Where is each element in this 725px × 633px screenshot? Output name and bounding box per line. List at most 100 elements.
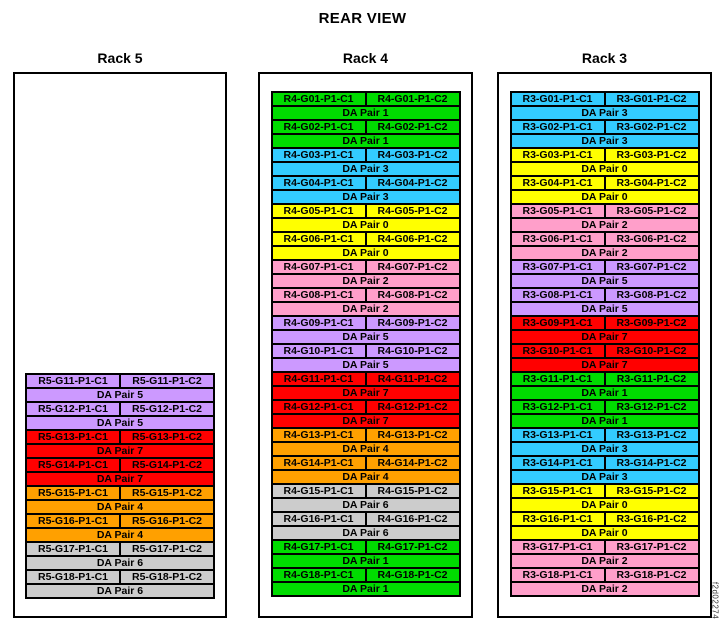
da-group: R3-G02-P1-C1 R3-G02-P1-C2 DA Pair 3 (509, 119, 700, 149)
port-cell-c1: R3-G14-P1-C1 (522, 457, 593, 469)
port-cells-row: R3-G17-P1-C1 R3-G17-P1-C2 (511, 541, 698, 555)
port-cell-c2: R3-G02-P1-C2 (603, 121, 698, 133)
port-cells-row: R4-G10-P1-C1 R4-G10-P1-C2 (272, 345, 459, 359)
port-cell-c1: R3-G09-P1-C1 (522, 317, 593, 329)
da-group: R4-G10-P1-C1 R4-G10-P1-C2 DA Pair 5 (270, 343, 461, 373)
da-group: R4-G02-P1-C1 R4-G02-P1-C2 DA Pair 1 (270, 119, 461, 149)
port-cells-row: R5-G13-P1-C1 R5-G13-P1-C2 (27, 431, 213, 445)
port-cell-c1: R5-G13-P1-C1 (37, 431, 109, 443)
port-cells-row: R3-G07-P1-C1 R3-G07-P1-C2 (511, 261, 698, 275)
da-group: R3-G12-P1-C1 R3-G12-P1-C2 DA Pair 1 (509, 399, 700, 429)
port-cells-row: R3-G08-P1-C1 R3-G08-P1-C2 (511, 289, 698, 303)
da-group: R3-G16-P1-C1 R3-G16-P1-C2 DA Pair 0 (509, 511, 700, 541)
port-cell-c2: R4-G07-P1-C2 (364, 261, 459, 273)
port-cell-c1: R4-G18-P1-C1 (283, 569, 354, 581)
da-pair-label: DA Pair 2 (581, 555, 628, 567)
port-cells-row: R4-G12-P1-C1 R4-G12-P1-C2 (272, 401, 459, 415)
port-cells-row: R4-G13-P1-C1 R4-G13-P1-C2 (272, 429, 459, 443)
port-cell-c1: R4-G12-P1-C1 (283, 401, 354, 413)
port-cells-row: R4-G05-P1-C1 R4-G05-P1-C2 (272, 205, 459, 219)
port-cells-row: R3-G02-P1-C1 R3-G02-P1-C2 (511, 121, 698, 135)
da-pair-label: DA Pair 0 (581, 191, 628, 203)
rack-4-box: R4-G01-P1-C1 R4-G01-P1-C2 DA Pair 1 R4-G02-… (258, 72, 473, 618)
port-cells-row: R4-G02-P1-C1 R4-G02-P1-C2 (272, 121, 459, 135)
port-cell-c2: R5-G18-P1-C2 (119, 571, 213, 583)
port-cell-c1: R4-G02-P1-C1 (283, 121, 354, 133)
da-group: R4-G03-P1-C1 R4-G03-P1-C2 DA Pair 3 (270, 147, 461, 177)
da-group: R5-G11-P1-C1 R5-G11-P1-C2 DA Pair 5 (25, 373, 215, 403)
port-cells-row: R3-G18-P1-C1 R3-G18-P1-C2 (511, 569, 698, 583)
da-group: R4-G09-P1-C1 R4-G09-P1-C2 DA Pair 5 (270, 315, 461, 345)
port-cells-row: R3-G04-P1-C1 R3-G04-P1-C2 (511, 177, 698, 191)
rack-5-column: Rack 5 R5-G11-P1-C1 R5-G11-P1-C2 DA Pair 5… (13, 50, 227, 618)
port-cell-c1: R3-G13-P1-C1 (522, 429, 593, 441)
da-pair-label: DA Pair 7 (96, 445, 144, 457)
rack-4-block-stack: R4-G01-P1-C1 R4-G01-P1-C2 DA Pair 1 R4-G02-… (270, 74, 461, 597)
da-group: R3-G11-P1-C1 R3-G11-P1-C2 DA Pair 1 (509, 371, 700, 401)
da-pair-label: DA Pair 0 (581, 499, 628, 511)
port-cell-c2: R4-G06-P1-C2 (364, 233, 459, 245)
rack-3-title: Rack 3 (581, 50, 628, 66)
da-pair-label: DA Pair 3 (581, 471, 628, 483)
port-cell-c1: R4-G13-P1-C1 (283, 429, 354, 441)
da-pair-label: DA Pair 0 (342, 219, 389, 231)
da-pair-label: DA Pair 4 (342, 471, 389, 483)
port-cell-c2: R4-G13-P1-C2 (364, 429, 459, 441)
port-cell-c1: R4-G07-P1-C1 (283, 261, 354, 273)
da-group: R5-G14-P1-C1 R5-G14-P1-C2 DA Pair 7 (25, 457, 215, 487)
port-cells-row: R3-G06-P1-C1 R3-G06-P1-C2 (511, 233, 698, 247)
port-cell-c2: R4-G15-P1-C2 (364, 485, 459, 497)
rack-3-box: R3-G01-P1-C1 R3-G01-P1-C2 DA Pair 3 R3-G02-… (497, 72, 712, 618)
port-cell-c2: R5-G13-P1-C2 (119, 431, 213, 443)
port-cell-c1: R5-G18-P1-C1 (37, 571, 109, 583)
figure-id-label: f2d02274 (710, 581, 720, 620)
port-cells-row: R4-G16-P1-C1 R4-G16-P1-C2 (272, 513, 459, 527)
port-cell-c2: R3-G15-P1-C2 (603, 485, 698, 497)
port-cell-c2: R5-G15-P1-C2 (119, 487, 213, 499)
port-cell-c2: R4-G02-P1-C2 (364, 121, 459, 133)
da-pair-label: DA Pair 5 (342, 359, 389, 371)
port-cell-c1: R3-G15-P1-C1 (522, 485, 593, 497)
port-cells-row: R4-G03-P1-C1 R4-G03-P1-C2 (272, 149, 459, 163)
da-pair-label: DA Pair 6 (342, 499, 389, 511)
port-cell-c2: R5-G12-P1-C2 (119, 403, 213, 415)
port-cell-c2: R4-G01-P1-C2 (364, 93, 459, 105)
port-cell-c1: R5-G15-P1-C1 (37, 487, 109, 499)
port-cell-c2: R5-G11-P1-C2 (119, 375, 213, 387)
da-group: R3-G07-P1-C1 R3-G07-P1-C2 DA Pair 5 (509, 259, 700, 289)
port-cells-row: R3-G15-P1-C1 R3-G15-P1-C2 (511, 485, 698, 499)
port-cell-c1: R3-G04-P1-C1 (522, 177, 593, 189)
da-group: R4-G08-P1-C1 R4-G08-P1-C2 DA Pair 2 (270, 287, 461, 317)
port-cells-row: R5-G17-P1-C1 R5-G17-P1-C2 (27, 543, 213, 557)
port-cell-c2: R3-G06-P1-C2 (603, 233, 698, 245)
port-cell-c1: R4-G11-P1-C1 (283, 373, 354, 385)
da-pair-label: DA Pair 7 (342, 387, 389, 399)
port-cells-row: R3-G11-P1-C1 R3-G11-P1-C2 (511, 373, 698, 387)
da-pair-label: DA Pair 1 (342, 583, 389, 595)
port-cell-c1: R3-G10-P1-C1 (522, 345, 593, 357)
port-cell-c2: R3-G08-P1-C2 (603, 289, 698, 301)
port-cells-row: R4-G18-P1-C1 R4-G18-P1-C2 (272, 569, 459, 583)
da-group: R5-G15-P1-C1 R5-G15-P1-C2 DA Pair 4 (25, 485, 215, 515)
port-cell-c1: R5-G17-P1-C1 (37, 543, 109, 555)
da-group: R3-G13-P1-C1 R3-G13-P1-C2 DA Pair 3 (509, 427, 700, 457)
da-pair-label: DA Pair 7 (581, 331, 628, 343)
da-pair-label: DA Pair 3 (342, 191, 389, 203)
port-cell-c1: R3-G16-P1-C1 (522, 513, 593, 525)
da-pair-label: DA Pair 0 (581, 163, 628, 175)
da-group: R3-G08-P1-C1 R3-G08-P1-C2 DA Pair 5 (509, 287, 700, 317)
port-cell-c2: R4-G16-P1-C2 (364, 513, 459, 525)
port-cells-row: R3-G14-P1-C1 R3-G14-P1-C2 (511, 457, 698, 471)
da-group: R5-G17-P1-C1 R5-G17-P1-C2 DA Pair 6 (25, 541, 215, 571)
da-group: R3-G18-P1-C1 R3-G18-P1-C2 DA Pair 2 (509, 567, 700, 597)
da-pair-label: DA Pair 0 (342, 247, 389, 259)
da-group: R4-G16-P1-C1 R4-G16-P1-C2 DA Pair 6 (270, 511, 461, 541)
da-pair-label: DA Pair 3 (581, 135, 628, 147)
da-pair-label: DA Pair 3 (581, 443, 628, 455)
port-cell-c2: R3-G11-P1-C2 (603, 373, 698, 385)
port-cells-row: R5-G16-P1-C1 R5-G16-P1-C2 (27, 515, 213, 529)
port-cell-c2: R4-G12-P1-C2 (364, 401, 459, 413)
da-group: R4-G11-P1-C1 R4-G11-P1-C2 DA Pair 7 (270, 371, 461, 401)
port-cell-c1: R3-G03-P1-C1 (522, 149, 593, 161)
